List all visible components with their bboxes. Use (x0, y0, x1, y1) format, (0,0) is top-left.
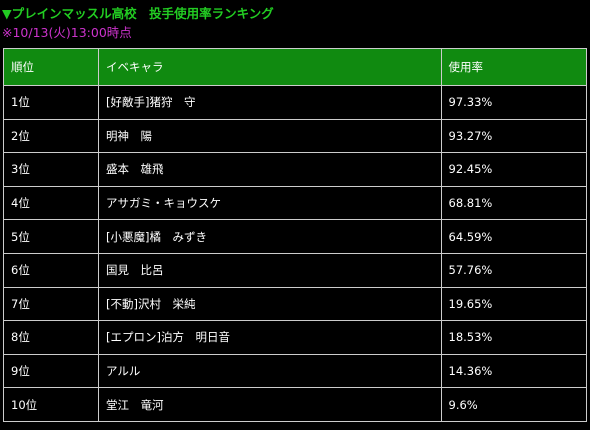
table-row: 3位 盛本 雄飛 92.45% (4, 153, 586, 186)
column-header-character: イベキャラ (98, 49, 441, 85)
table-row: 5位 [小悪魔]橘 みずき 64.59% (4, 220, 586, 253)
rate-cell: 14.36% (441, 354, 586, 388)
page-title: ▼プレインマッスル高校 投手使用率ランキング (2, 6, 274, 21)
rank-cell: 7位 (4, 287, 98, 321)
column-header-rate: 使用率 (441, 49, 586, 85)
character-cell: [小悪魔]橘 みずき (98, 220, 441, 253)
rate-cell: 97.33% (441, 86, 586, 119)
rate-cell: 19.65% (441, 287, 586, 321)
rate-cell: 57.76% (441, 253, 586, 287)
table-row: 7位 [不動]沢村 栄純 19.65% (4, 287, 586, 321)
rate-cell: 68.81% (441, 186, 586, 220)
rank-cell: 9位 (4, 354, 98, 388)
table-header-row: 順位 イベキャラ 使用率 (4, 49, 586, 85)
ranking-table: 順位 イベキャラ 使用率 1位 [好敵手]猪狩 守 97.33% 2位 明神 陽… (3, 48, 587, 422)
table-row: 1位 [好敵手]猪狩 守 97.33% (4, 86, 586, 119)
rate-cell: 92.45% (441, 153, 586, 186)
character-cell: [好敵手]猪狩 守 (98, 86, 441, 119)
table-row: 6位 国見 比呂 57.76% (4, 253, 586, 287)
character-cell: 明神 陽 (98, 119, 441, 153)
rank-cell: 1位 (4, 86, 98, 119)
rank-cell: 3位 (4, 153, 98, 186)
table-row: 9位 アルル 14.36% (4, 354, 586, 388)
table-row: 2位 明神 陽 93.27% (4, 119, 586, 153)
character-cell: 国見 比呂 (98, 253, 441, 287)
rate-cell: 9.6% (441, 388, 586, 421)
timestamp-note: ※10/13(火)13:00時点 (2, 25, 132, 40)
table-row: 4位 アサガミ・キョウスケ 68.81% (4, 186, 586, 220)
rate-cell: 93.27% (441, 119, 586, 153)
table-row: 8位 [エプロン]泊方 明日音 18.53% (4, 321, 586, 354)
rank-cell: 10位 (4, 388, 98, 421)
rank-cell: 5位 (4, 220, 98, 253)
character-cell: 盛本 雄飛 (98, 153, 441, 186)
rank-cell: 4位 (4, 186, 98, 220)
character-cell: [エプロン]泊方 明日音 (98, 321, 441, 354)
rank-cell: 6位 (4, 253, 98, 287)
character-cell: [不動]沢村 栄純 (98, 287, 441, 321)
rate-cell: 18.53% (441, 321, 586, 354)
rank-cell: 2位 (4, 119, 98, 153)
character-cell: アルル (98, 354, 441, 388)
table-row: 10位 堂江 竜河 9.6% (4, 388, 586, 421)
character-cell: アサガミ・キョウスケ (98, 186, 441, 220)
character-cell: 堂江 竜河 (98, 388, 441, 421)
rank-cell: 8位 (4, 321, 98, 354)
column-header-rank: 順位 (4, 49, 98, 85)
rate-cell: 64.59% (441, 220, 586, 253)
